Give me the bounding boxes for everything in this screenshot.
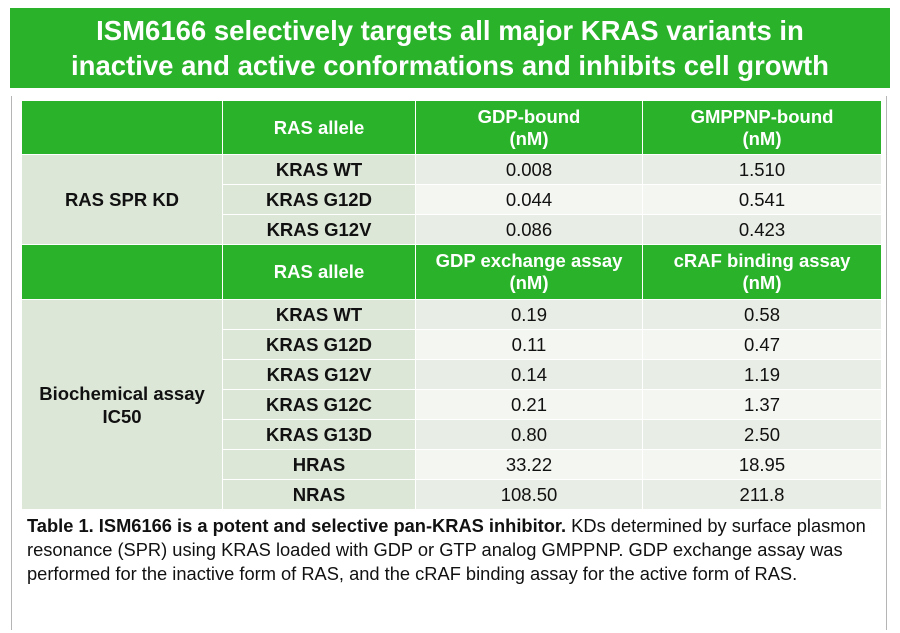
header-gdp-bound: GDP-bound (nM) [415, 100, 643, 155]
value-cell: 0.008 [415, 154, 643, 185]
table-row: KRAS G12V 0.14 1.19 [22, 359, 882, 390]
allele-cell: KRAS G12D [222, 184, 416, 215]
header-gdp-bound-unit: (nM) [509, 127, 549, 149]
header-craf-binding: cRAF binding assay (nM) [642, 244, 882, 300]
value-cell: 0.47 [642, 329, 882, 360]
value-cell: 2.50 [642, 419, 882, 450]
group-label-spr-kd: RAS SPR KD [21, 154, 223, 245]
allele-cell: HRAS [222, 449, 416, 480]
allele-cell: KRAS G12V [222, 359, 416, 390]
value-cell: 18.95 [642, 449, 882, 480]
table-row: Biochemical assay IC50 KRAS WT 0.19 0.58 [21, 299, 882, 510]
table-row: HRAS 33.22 18.95 [22, 449, 882, 480]
allele-cell: NRAS [222, 479, 416, 510]
content-frame [11, 96, 887, 630]
value-cell: 1.37 [642, 389, 882, 420]
allele-cell: KRAS WT [222, 154, 416, 185]
header-gmppnp-bound: GMPPNP-bound (nM) [642, 100, 882, 155]
allele-cell: KRAS G12C [222, 389, 416, 420]
table-caption: Table 1. ISM6166 is a potent and selecti… [27, 514, 872, 586]
title-line-2: inactive and active conformations and in… [71, 50, 829, 81]
header-gdp-exchange-unit: (nM) [509, 272, 549, 293]
value-cell: 0.044 [415, 184, 643, 215]
caption-title: Table 1. ISM6166 is a potent and selecti… [27, 515, 567, 536]
table-row: KRAS G12D 0.11 0.47 [22, 329, 882, 360]
value-cell: 1.510 [642, 154, 882, 185]
value-cell: 0.19 [415, 299, 643, 330]
title-line-1: ISM6166 selectively targets all major KR… [96, 15, 804, 46]
header-ras-allele: RAS allele [222, 100, 416, 155]
value-cell: 0.21 [415, 389, 643, 420]
table-row: NRAS 108.50 211.8 [22, 479, 882, 510]
value-cell: 0.58 [642, 299, 882, 330]
value-cell: 1.19 [642, 359, 882, 390]
header-blank-cell [21, 244, 223, 300]
caption-text: KDs determined by surface plasmon resona… [27, 515, 866, 584]
header-craf-binding-unit: (nM) [742, 272, 782, 293]
value-cell: 0.541 [642, 184, 882, 215]
value-cell: 0.80 [415, 419, 643, 450]
table-row: KRAS G12V 0.086 0.423 [22, 214, 882, 245]
value-cell: 33.22 [415, 449, 643, 480]
header-gdp-bound-title: GDP-bound [477, 105, 581, 127]
table-header-row-1: RAS allele GDP-bound (nM) GMPPNP-bound (… [21, 100, 882, 155]
header-ras-allele: RAS allele [222, 244, 416, 300]
group-label-biochemical-ic50: Biochemical assay IC50 [21, 299, 223, 510]
value-cell: 0.14 [415, 359, 643, 390]
allele-cell: KRAS G12V [222, 214, 416, 245]
table-row: RAS SPR KD KRAS WT 0.008 1.510 [21, 154, 882, 245]
table-row: KRAS G12C 0.21 1.37 [22, 389, 882, 420]
header-blank-cell [21, 100, 223, 155]
table-header-row-2: RAS allele GDP exchange assay (nM) cRAF … [21, 244, 882, 300]
group-label-line-2: IC50 [102, 405, 142, 427]
allele-cell: KRAS G12D [222, 329, 416, 360]
value-cell: 211.8 [642, 479, 882, 510]
header-gmppnp-bound-title: GMPPNP-bound [690, 105, 834, 127]
value-cell: 0.086 [415, 214, 643, 245]
ras-data-table: RAS allele GDP-bound (nM) GMPPNP-bound (… [21, 100, 882, 510]
header-gmppnp-bound-unit: (nM) [742, 127, 782, 149]
value-cell: 0.11 [415, 329, 643, 360]
allele-cell: KRAS WT [222, 299, 416, 330]
header-craf-binding-title: cRAF binding assay [673, 250, 851, 271]
header-gdp-exchange: GDP exchange assay (nM) [415, 244, 643, 300]
header-gdp-exchange-title: GDP exchange assay [435, 250, 623, 271]
title-banner: ISM6166 selectively targets all major KR… [10, 8, 890, 88]
value-cell: 108.50 [415, 479, 643, 510]
allele-cell: KRAS G13D [222, 419, 416, 450]
group-label-line-1: Biochemical assay [39, 382, 205, 404]
value-cell: 0.423 [642, 214, 882, 245]
